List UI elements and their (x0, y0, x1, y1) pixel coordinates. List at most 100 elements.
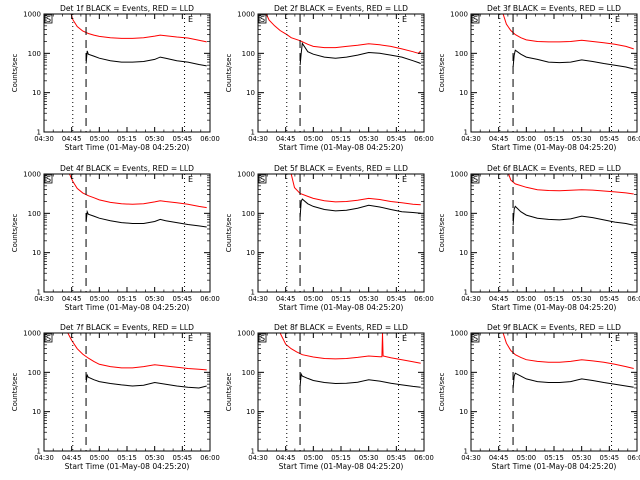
x-tick-label: 05:30 (572, 454, 592, 462)
x-tick-label: 05:30 (145, 135, 165, 143)
y-tick-label: 1 (464, 129, 468, 137)
svg-text:E: E (615, 175, 620, 184)
end-marker: E (402, 15, 407, 24)
y-tick-label: 100 (242, 210, 255, 218)
detector-panel-3: Det 3f BLACK = Events, RED = LLD S E 1 10 100… (438, 4, 640, 152)
plot-frame (470, 13, 638, 133)
detector-panel-2: Det 2f BLACK = Events, RED = LLD S E 1 10 100… (225, 4, 434, 152)
x-tick-label: 04:45 (62, 135, 82, 143)
event-rate-line (512, 49, 634, 70)
x-tick-label: 06:00 (414, 135, 434, 143)
y-axis-label: Counts/sec (11, 214, 19, 253)
x-tick-label: 04:30 (34, 295, 54, 303)
end-marker: E (615, 15, 620, 24)
y-tick-label: 100 (242, 369, 255, 377)
y-tick-label: 1000 (450, 11, 468, 19)
panel-title: Det 6f BLACK = Events, RED = LLD (487, 164, 621, 173)
y-tick-label: 1000 (23, 330, 41, 338)
y-tick-label: 100 (28, 369, 41, 377)
x-tick-label: 05:45 (173, 295, 193, 303)
x-tick-label: 05:15 (544, 135, 564, 143)
detector-panel-4: Det 4f BLACK = Events, RED = LLD S E 1 10 100… (11, 164, 220, 312)
y-tick-label: 10 (459, 249, 468, 257)
svg-text:S: S (473, 175, 478, 184)
x-tick-label: 05:15 (117, 135, 137, 143)
end-marker: E (188, 334, 193, 343)
x-axis-label: Start Time (01-May-08 04:25:20) (279, 143, 404, 152)
y-tick-label: 100 (28, 50, 41, 58)
start-marker: S (258, 14, 267, 24)
svg-text:S: S (46, 175, 51, 184)
x-tick-label: 05:45 (600, 454, 620, 462)
y-tick-label: 10 (459, 408, 468, 416)
x-tick-label: 05:00 (90, 295, 110, 303)
x-tick-label: 05:45 (387, 135, 407, 143)
x-tick-label: 05:00 (517, 454, 537, 462)
svg-text:S: S (260, 175, 265, 184)
y-axis-label: Counts/sec (225, 373, 233, 412)
detector-panel-1: Det 1f BLACK = Events, RED = LLD S E 1 10 100… (11, 4, 220, 152)
x-tick-label: 05:00 (90, 454, 110, 462)
detector-panel-7: Det 7f BLACK = Events, RED = LLD S E 1 10 100… (11, 323, 220, 471)
event-rate-line (85, 373, 207, 389)
y-tick-label: 1 (251, 448, 255, 456)
y-tick-label: 1000 (237, 171, 255, 179)
lld-rate-line (70, 14, 207, 43)
lld-rate-line (279, 333, 421, 364)
svg-text:E: E (402, 175, 407, 184)
y-tick-label: 1 (251, 289, 255, 297)
y-axis-label: Counts/sec (225, 214, 233, 253)
y-tick-label: 100 (455, 210, 468, 218)
svg-text:S: S (473, 334, 478, 343)
svg-text:E: E (615, 334, 620, 343)
x-axis-label: Start Time (01-May-08 04:25:20) (279, 462, 404, 471)
x-tick-label: 05:00 (304, 295, 324, 303)
x-tick-label: 04:30 (34, 454, 54, 462)
y-tick-label: 1000 (450, 171, 468, 179)
y-axis-label: Counts/sec (438, 54, 446, 93)
svg-text:S: S (46, 334, 51, 343)
x-axis-label: Start Time (01-May-08 04:25:20) (492, 303, 617, 312)
x-tick-label: 04:45 (276, 295, 296, 303)
x-tick-label: 04:30 (461, 135, 481, 143)
event-rate-line (512, 205, 634, 226)
x-axis-label: Start Time (01-May-08 04:25:20) (65, 143, 190, 152)
event-rate-line (299, 198, 421, 218)
start-marker: S (44, 174, 53, 184)
x-tick-label: 06:00 (200, 135, 220, 143)
x-tick-label: 05:45 (387, 295, 407, 303)
x-tick-label: 06:00 (200, 295, 220, 303)
svg-text:E: E (402, 334, 407, 343)
panel-title: Det 3f BLACK = Events, RED = LLD (487, 4, 621, 13)
x-tick-label: 05:15 (331, 454, 351, 462)
svg-text:E: E (402, 15, 407, 24)
start-marker: S (44, 14, 53, 24)
y-tick-label: 1 (37, 129, 41, 137)
x-tick-label: 05:15 (544, 295, 564, 303)
x-tick-label: 05:15 (331, 135, 351, 143)
end-marker: E (402, 175, 407, 184)
start-marker: S (471, 333, 480, 343)
x-tick-label: 04:45 (489, 295, 509, 303)
event-rate-line (299, 372, 421, 388)
x-tick-label: 04:30 (248, 454, 268, 462)
y-tick-label: 100 (455, 369, 468, 377)
end-marker: E (615, 334, 620, 343)
x-tick-label: 05:45 (173, 135, 193, 143)
x-tick-label: 05:30 (572, 295, 592, 303)
plot-frame (43, 173, 211, 293)
svg-text:E: E (188, 175, 193, 184)
y-tick-label: 1000 (237, 330, 255, 338)
svg-text:S: S (473, 15, 478, 24)
x-tick-label: 05:30 (145, 454, 165, 462)
y-tick-label: 10 (459, 89, 468, 97)
x-tick-label: 06:00 (627, 135, 640, 143)
x-tick-label: 04:30 (248, 295, 268, 303)
x-tick-label: 04:30 (461, 295, 481, 303)
x-tick-label: 05:45 (600, 295, 620, 303)
panel-title: Det 1f BLACK = Events, RED = LLD (60, 4, 194, 13)
y-tick-label: 100 (242, 50, 255, 58)
x-tick-label: 05:00 (517, 135, 537, 143)
plot-frame (43, 13, 211, 133)
